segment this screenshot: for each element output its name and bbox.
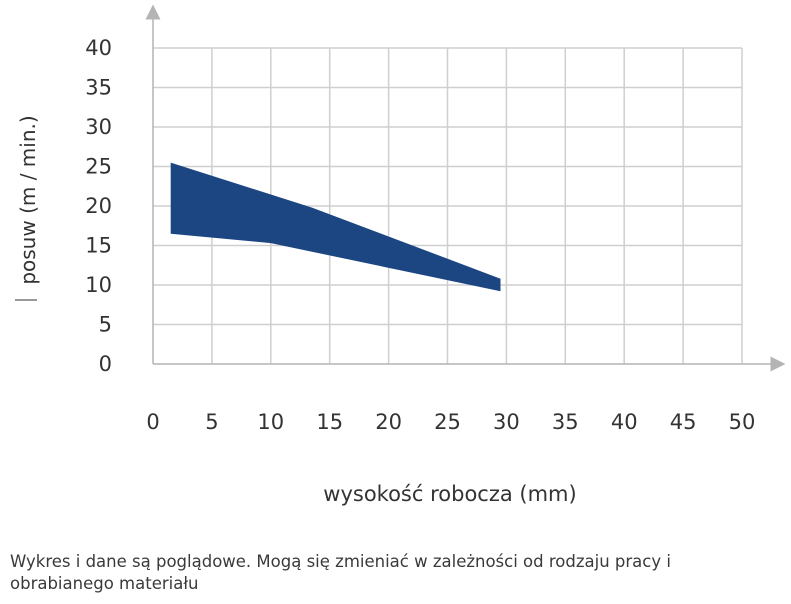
axes xyxy=(145,4,786,372)
x-tick-label: 20 xyxy=(375,410,402,434)
x-tick-label: 30 xyxy=(493,410,520,434)
y-tick-label: 0 xyxy=(99,352,112,376)
y-tick-label: 30 xyxy=(85,115,112,139)
y-tick-label: 35 xyxy=(85,76,112,100)
x-tick-label: 25 xyxy=(434,410,461,434)
x-tick-label: 45 xyxy=(670,410,697,434)
x-tick-label: 10 xyxy=(257,410,284,434)
x-tick-label: 50 xyxy=(729,410,756,434)
x-tick-label: 5 xyxy=(205,410,218,434)
y-tick-label: 15 xyxy=(85,234,112,258)
y-tick-label: 20 xyxy=(85,194,112,218)
footnote: Wykres i dane są poglądowe. Mogą się zmi… xyxy=(10,552,671,593)
y-tick-label: 10 xyxy=(85,273,112,297)
x-tick-labels: 0 5 10 15 20 25 30 35 40 45 50 xyxy=(146,410,755,434)
feed-rate-band xyxy=(170,162,501,292)
data-band-layer xyxy=(170,162,501,292)
x-tick-label: 40 xyxy=(611,410,638,434)
x-tick-label: 0 xyxy=(146,410,159,434)
gridlines xyxy=(153,47,743,364)
x-axis-title: wysokość robocza (mm) xyxy=(323,482,576,506)
x-tick-label: 15 xyxy=(316,410,343,434)
x-tick-label: 35 xyxy=(552,410,579,434)
y-tick-label: 25 xyxy=(85,155,112,179)
y-axis-title: posuw (m / min.) xyxy=(16,115,40,284)
y-tick-label: 5 xyxy=(99,313,112,337)
y-tick-label: 40 xyxy=(85,36,112,60)
chart: 0 5 10 15 20 25 30 35 40 0 5 10 15 20 25 30 35 40 45 50 wy… xyxy=(15,4,786,506)
y-tick-labels: 0 5 10 15 20 25 30 35 40 xyxy=(85,36,112,376)
